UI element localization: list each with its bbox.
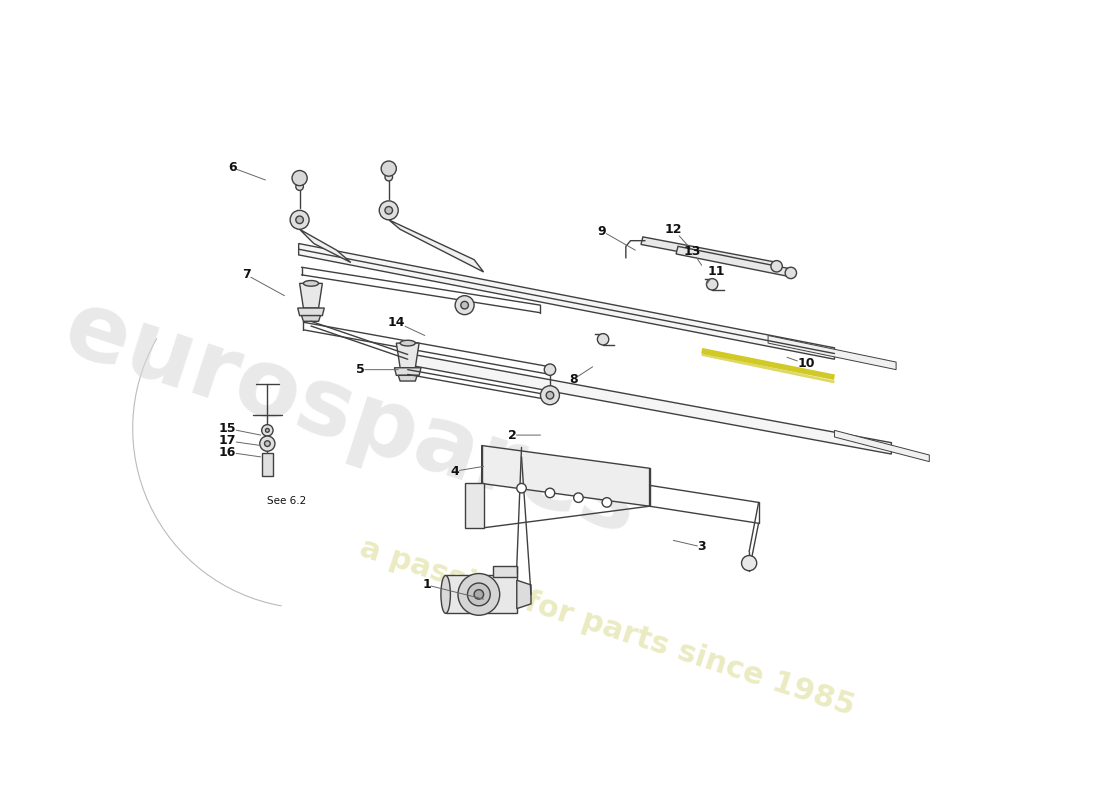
Circle shape	[474, 590, 484, 599]
Circle shape	[382, 161, 396, 176]
Text: 14: 14	[387, 316, 425, 335]
Polygon shape	[676, 246, 792, 277]
Polygon shape	[641, 237, 778, 270]
Ellipse shape	[400, 340, 416, 346]
Circle shape	[546, 488, 554, 498]
Circle shape	[461, 302, 469, 309]
Circle shape	[385, 174, 393, 181]
Circle shape	[574, 493, 583, 502]
Text: 1: 1	[422, 578, 484, 599]
Circle shape	[292, 170, 307, 186]
Text: 16: 16	[219, 446, 261, 458]
Circle shape	[517, 483, 526, 493]
Polygon shape	[403, 353, 891, 454]
Circle shape	[785, 267, 796, 278]
Polygon shape	[396, 343, 419, 368]
Circle shape	[379, 201, 398, 220]
Polygon shape	[388, 220, 484, 272]
Circle shape	[458, 574, 499, 615]
Polygon shape	[464, 483, 484, 528]
Text: 11: 11	[706, 266, 725, 284]
Polygon shape	[301, 315, 320, 322]
Circle shape	[265, 429, 269, 432]
Polygon shape	[298, 308, 324, 315]
Circle shape	[602, 498, 612, 507]
Circle shape	[468, 583, 491, 606]
Circle shape	[262, 425, 273, 436]
Text: 5: 5	[356, 363, 398, 376]
Circle shape	[741, 555, 757, 570]
Text: 8: 8	[570, 367, 593, 386]
Text: 12: 12	[664, 223, 691, 248]
Polygon shape	[446, 575, 517, 614]
Ellipse shape	[441, 575, 450, 614]
Polygon shape	[299, 283, 322, 308]
Circle shape	[260, 436, 275, 451]
Polygon shape	[299, 243, 835, 359]
Text: 10: 10	[788, 358, 815, 370]
Circle shape	[706, 278, 718, 290]
Text: 13: 13	[683, 245, 702, 266]
Circle shape	[290, 210, 309, 230]
Polygon shape	[299, 230, 351, 262]
Text: 2: 2	[508, 429, 540, 442]
Polygon shape	[768, 335, 896, 370]
Circle shape	[385, 206, 393, 214]
Circle shape	[264, 441, 271, 446]
Text: 6: 6	[228, 161, 265, 180]
Text: 3: 3	[673, 540, 706, 554]
Text: 15: 15	[219, 422, 261, 435]
Text: See 6.2: See 6.2	[267, 495, 307, 506]
Circle shape	[771, 261, 782, 272]
Text: eurospares: eurospares	[53, 283, 649, 555]
Polygon shape	[482, 446, 649, 506]
Polygon shape	[835, 430, 930, 462]
Ellipse shape	[304, 281, 319, 286]
Circle shape	[597, 334, 608, 345]
Text: 4: 4	[451, 465, 484, 478]
Text: 7: 7	[242, 268, 285, 296]
Text: 9: 9	[597, 225, 636, 250]
Text: a passion for parts since 1985: a passion for parts since 1985	[355, 534, 858, 722]
Polygon shape	[517, 580, 531, 609]
Polygon shape	[398, 375, 417, 381]
Circle shape	[455, 296, 474, 314]
Circle shape	[540, 386, 560, 405]
Text: 17: 17	[219, 434, 261, 447]
Circle shape	[544, 364, 556, 375]
Circle shape	[296, 183, 304, 190]
Circle shape	[296, 216, 304, 224]
Circle shape	[547, 391, 553, 399]
Polygon shape	[493, 566, 517, 578]
Polygon shape	[262, 453, 273, 476]
Polygon shape	[395, 368, 421, 375]
